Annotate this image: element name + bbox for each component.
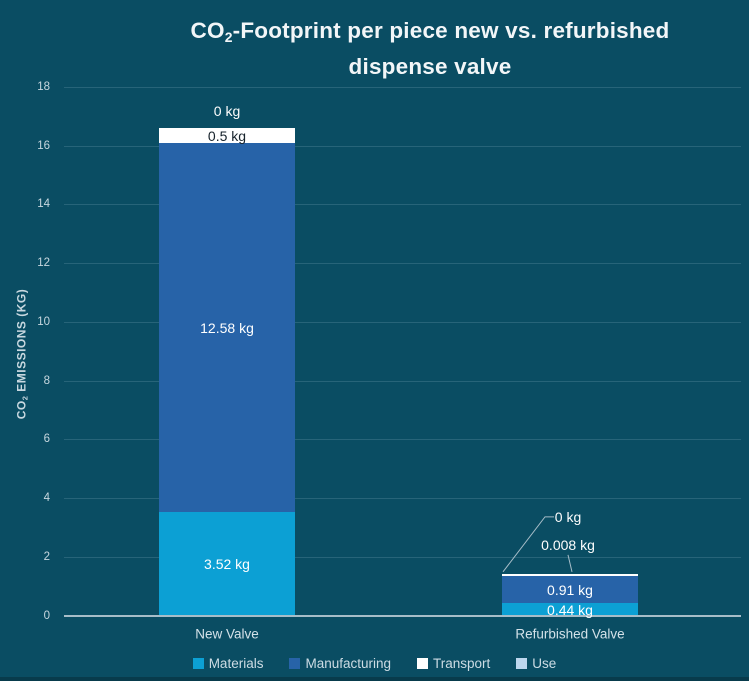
- bottom-edge-strip: [0, 677, 749, 681]
- legend-label-manufacturing: Manufacturing: [305, 656, 392, 671]
- gridline: [64, 263, 741, 265]
- bar-segment-label-manufacturing: 12.58 kg: [200, 319, 254, 336]
- chart-title-line1: CO2-Footprint per piece new vs. refurbis…: [190, 18, 670, 45]
- x-axis-label-refurbished-valve: Refurbished Valve: [515, 626, 625, 642]
- bar-segment-new-valve-materials: [159, 512, 295, 616]
- annotation-use-new-valve: 0 kg: [213, 103, 241, 120]
- gridline: [64, 87, 741, 88]
- y-tick-label: 4: [43, 492, 50, 505]
- legend-swatch-materials: [192, 658, 204, 669]
- gridline: [64, 321, 741, 323]
- bar-segment-label-materials: 3.52 kg: [204, 556, 250, 573]
- y-tick-label: 10: [37, 315, 50, 328]
- bar-segment-new-valve-manufacturing: [159, 142, 295, 513]
- bar-segment-refurbished-valve-manufacturing: [502, 575, 638, 603]
- y-tick-label: 14: [37, 198, 50, 211]
- legend-label-transport: Transport: [433, 656, 491, 671]
- bar-segment-refurbished-valve-transport: [502, 573, 638, 576]
- x-axis-baseline: [64, 614, 741, 617]
- bar-segment-new-valve-transport: [159, 128, 295, 143]
- legend-swatch-use: [516, 658, 528, 669]
- legend-item-materials: Materials: [192, 656, 264, 671]
- bar-segment-label-manufacturing: 0.91 kg: [547, 581, 593, 598]
- bar-segment-refurbished-valve-materials: [502, 602, 638, 616]
- y-tick-label: 2: [43, 550, 50, 563]
- legend-swatch-manufacturing: [289, 658, 301, 669]
- annotation-use-refurbished-valve: 0 kg: [554, 508, 582, 525]
- gridline: [64, 380, 741, 382]
- y-tick-label: 0: [43, 609, 50, 622]
- legend-item-manufacturing: Manufacturing: [289, 656, 391, 671]
- gridline: [64, 145, 741, 147]
- bar-segment-label-materials: 0.44 kg: [547, 601, 593, 618]
- legend: Materials Manufacturing Transport Use: [0, 656, 749, 671]
- gridline: [64, 439, 741, 441]
- legend-label-use: Use: [532, 656, 557, 671]
- gridline: [64, 204, 741, 206]
- chart-title: CO2-Footprint per piece new vs. refurbis…: [118, 16, 742, 82]
- chart-title-line2: dispense valve: [348, 53, 512, 79]
- y-tick-label: 8: [43, 374, 50, 387]
- y-tick-label: 16: [37, 139, 50, 152]
- annotation-transport-refurbished-valve: 0.008 kg: [541, 536, 595, 553]
- legend-item-use: Use: [516, 656, 556, 671]
- legend-swatch-transport: [417, 658, 429, 669]
- legend-item-transport: Transport: [417, 656, 490, 671]
- bar-segment-label-transport: 0.5 kg: [207, 127, 247, 144]
- legend-label-materials: Materials: [208, 656, 264, 671]
- gridline: [64, 556, 741, 558]
- gridline: [64, 498, 741, 500]
- x-axis-label-new-valve: New Valve: [195, 626, 259, 642]
- y-tick-label: 18: [37, 81, 50, 93]
- y-tick-label: 12: [37, 257, 50, 270]
- y-tick-label: 6: [43, 433, 50, 446]
